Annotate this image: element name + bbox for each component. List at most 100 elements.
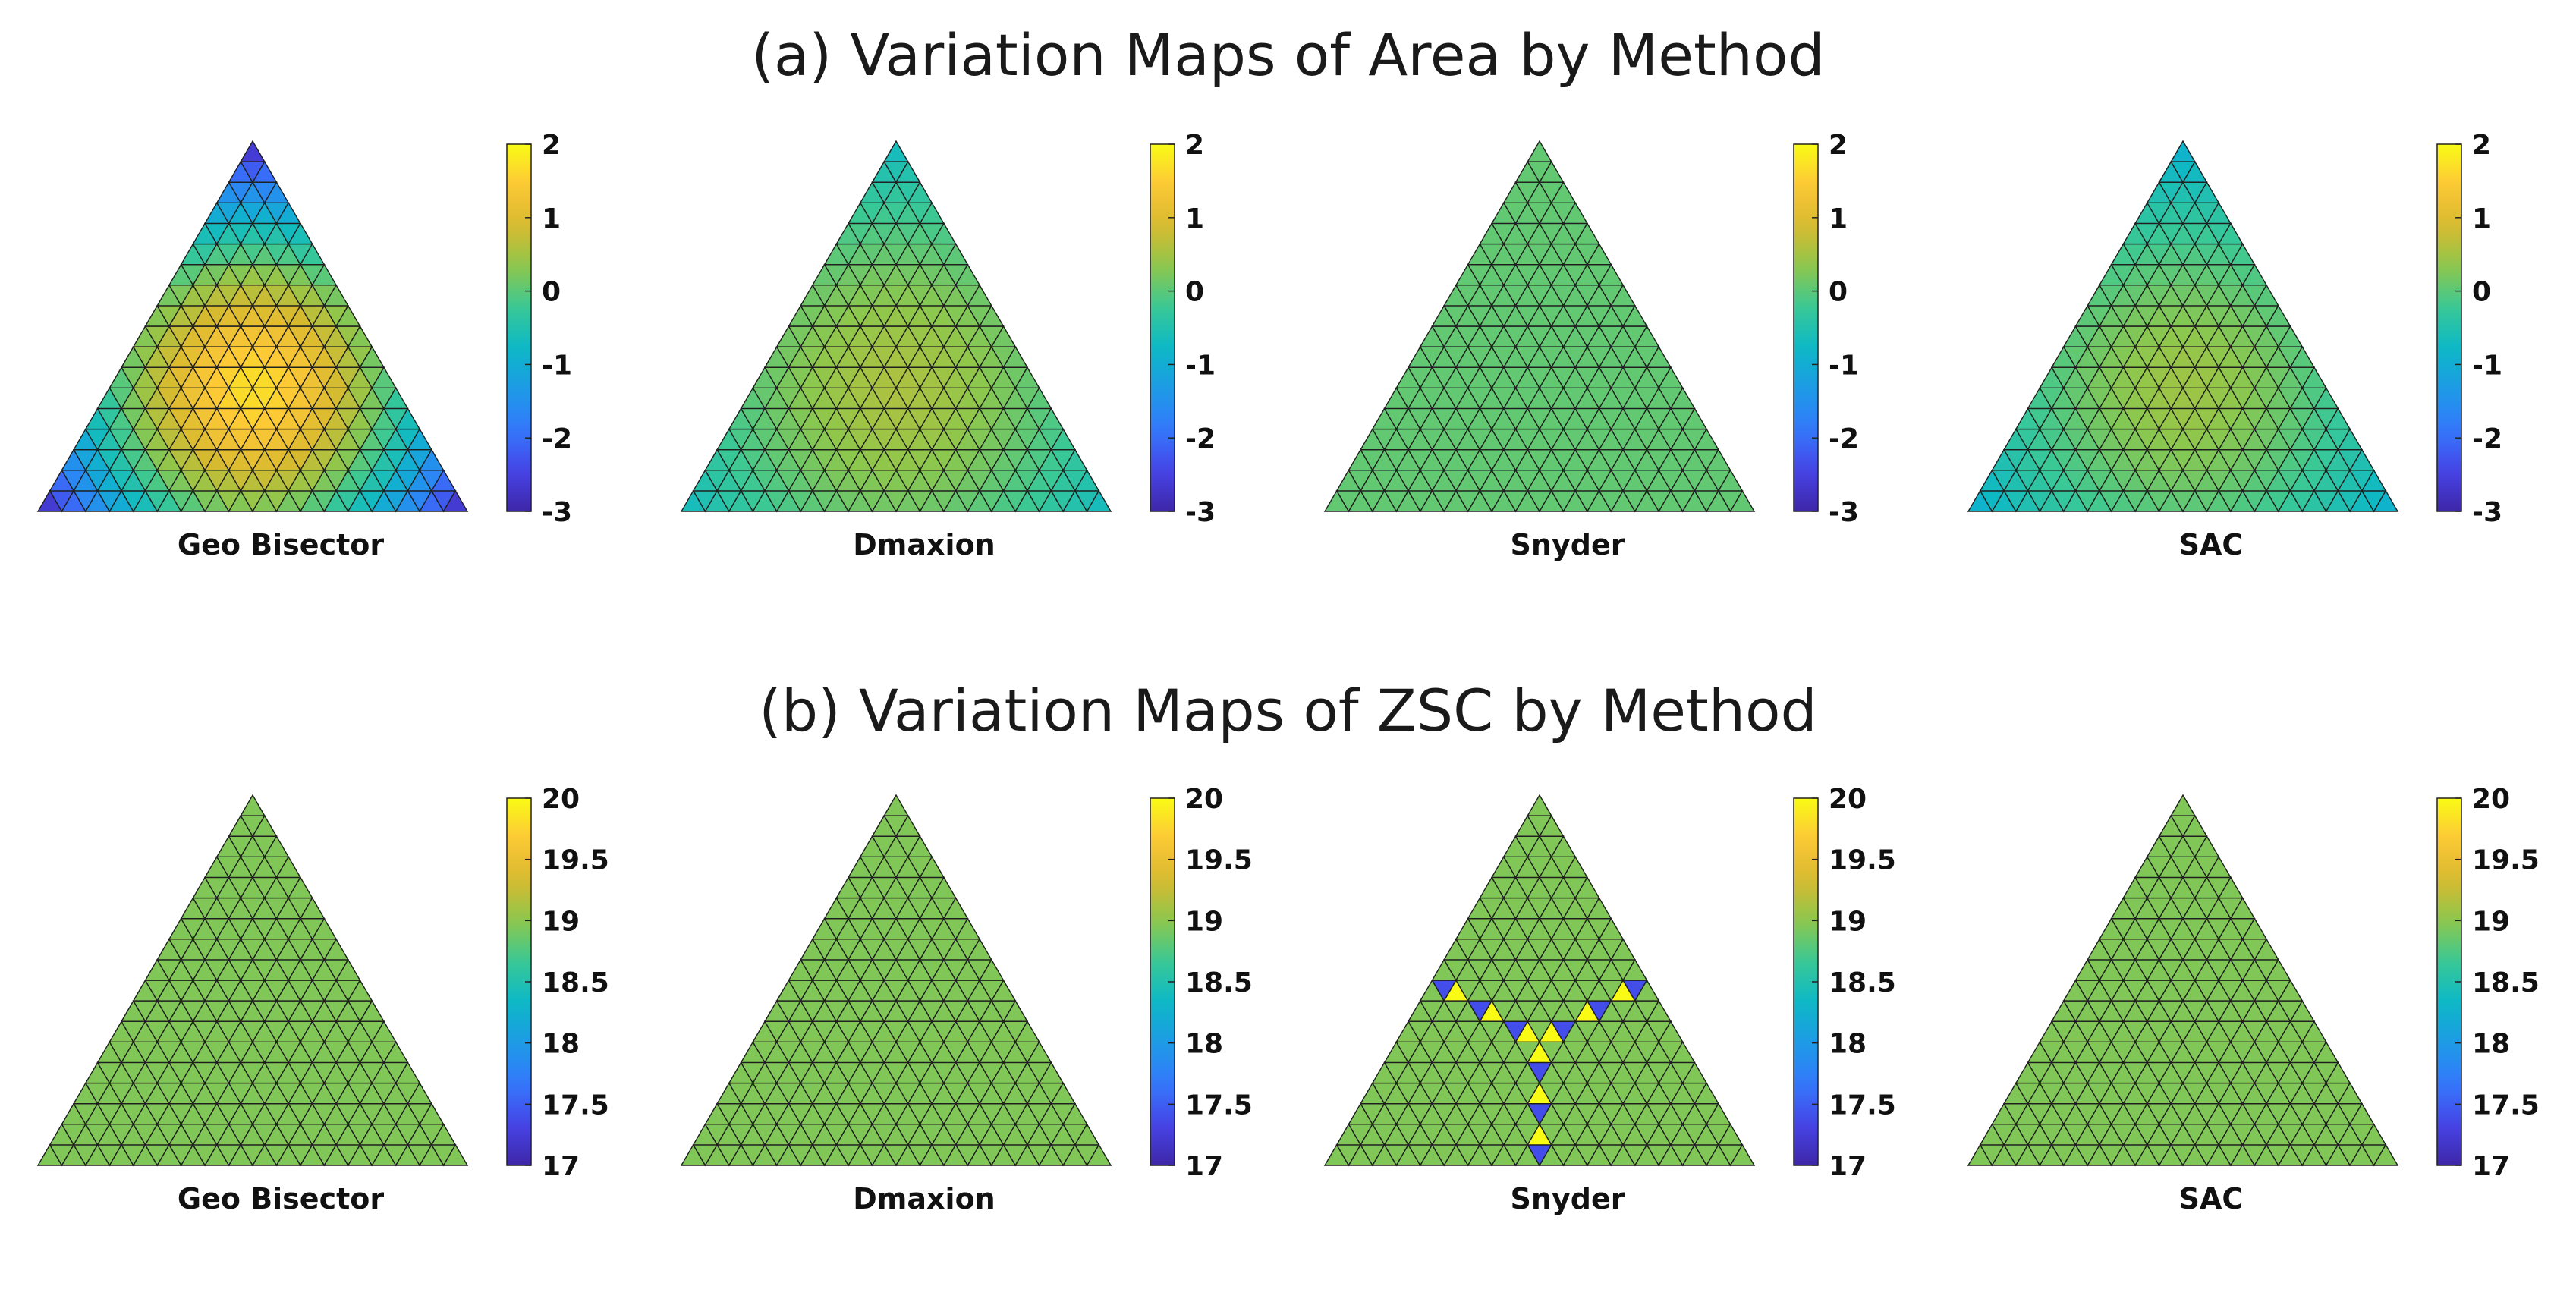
colorbar-tick-label: 19 <box>2472 906 2510 937</box>
cell <box>967 938 992 961</box>
cell <box>2206 201 2232 225</box>
colorbar-tick-label: 20 <box>1185 784 1223 815</box>
colorbar-tick-label: -1 <box>1185 350 1216 381</box>
colorbar-tick-label: 2 <box>1185 130 1204 161</box>
colorbar-tick-label: 1 <box>2472 203 2491 234</box>
colorbar-tick-label: 1 <box>1829 203 1848 234</box>
cell <box>1729 489 1756 512</box>
colorbar <box>1793 143 1819 512</box>
cell <box>1705 1102 1731 1125</box>
cell <box>2241 917 2268 940</box>
cell <box>2361 1123 2387 1146</box>
cell <box>442 1143 469 1166</box>
cell <box>1086 489 1112 512</box>
cell <box>395 407 421 430</box>
cell <box>347 325 373 347</box>
cell <box>1658 366 1684 389</box>
colorbar-tick-label: 0 <box>1829 277 1848 308</box>
cell <box>311 917 338 940</box>
cell <box>883 140 909 162</box>
heatmap-cells <box>1967 140 2399 513</box>
colorbar-tick-label: -1 <box>1829 350 1859 381</box>
cell <box>359 999 385 1022</box>
cell <box>2348 1102 2375 1125</box>
cell <box>2181 814 2208 837</box>
cell <box>395 1061 421 1084</box>
cell <box>1634 325 1660 347</box>
colorbar-tick-label: 17 <box>2472 1151 2510 1182</box>
method-label: Dmaxion <box>853 528 995 561</box>
colorbar-tick-label: 19 <box>1829 906 1867 937</box>
cell <box>2254 284 2279 307</box>
panel-zsc-sac: 20 19.5 19 18.5 18 17.5 17 SAC <box>1945 784 2576 1305</box>
cell <box>335 304 361 327</box>
cell <box>978 304 1005 327</box>
cell <box>955 917 981 940</box>
colorbar-tick-label: -3 <box>2472 497 2502 528</box>
cell <box>323 938 349 961</box>
cell <box>2277 979 2304 1002</box>
cell <box>287 222 313 245</box>
cell <box>967 284 992 307</box>
cell <box>1621 304 1648 327</box>
cell <box>1669 386 1696 410</box>
cell <box>2181 160 2208 183</box>
cell <box>407 1082 433 1105</box>
colorbar-tick-label: 0 <box>1185 277 1204 308</box>
colorbar-tick-label: 19.5 <box>1185 845 1253 876</box>
cell <box>1050 1082 1077 1105</box>
heatmap-cells <box>36 794 469 1167</box>
colorbar-tick-label: 20 <box>2472 784 2510 815</box>
colorbar-tick-label: 18.5 <box>1185 967 1253 998</box>
cell <box>2301 1020 2327 1043</box>
cell <box>371 1020 397 1043</box>
method-label: Geo Bisector <box>177 528 385 561</box>
colorbar-tick-label: 0 <box>2472 277 2491 308</box>
colorbar-tick-label: -1 <box>2472 350 2502 381</box>
cell <box>2361 469 2387 492</box>
cell <box>942 897 969 920</box>
cell <box>2348 448 2375 471</box>
colorbar-tick-label: 18 <box>1829 1029 1867 1060</box>
colorbar-tick-label: 18 <box>2472 1029 2510 1060</box>
cell <box>418 1102 445 1125</box>
colorbar-tick-label: -3 <box>1185 497 1216 528</box>
cell <box>2241 263 2268 286</box>
cell <box>2301 366 2327 389</box>
cell <box>1658 1020 1684 1043</box>
cell <box>299 243 326 266</box>
triangle-heatmap: 2 1 0 -1 -2 -3 <box>36 130 572 528</box>
panel-area-dmaxion: 2 1 0 -1 -2 -3 Dmaxion <box>659 130 1302 651</box>
cell <box>1694 1082 1720 1105</box>
panel-zsc-dmaxion: 20 19.5 19 18.5 18 17.5 17 Dmaxion <box>659 784 1302 1305</box>
colorbar-tick-label: 1 <box>1185 203 1204 234</box>
cell <box>2373 1143 2399 1166</box>
cell <box>1538 814 1565 837</box>
cell <box>883 794 909 816</box>
cell <box>990 979 1017 1002</box>
cell <box>1527 140 1552 162</box>
cell <box>287 876 313 899</box>
colorbar-tick-label: -2 <box>542 423 572 454</box>
cell <box>2265 304 2291 327</box>
colorbar <box>506 143 532 512</box>
colorbar-tick-label: 17 <box>1829 1151 1867 1182</box>
method-label: Dmaxion <box>853 1182 995 1215</box>
triangle-heatmap: 20 19.5 19 18.5 18 17.5 17 <box>36 784 609 1182</box>
colorbar-tick-label: -3 <box>1829 497 1859 528</box>
cell <box>990 325 1017 347</box>
cell <box>1074 1123 1100 1146</box>
heatmap-cells <box>1323 794 1756 1167</box>
cell <box>1586 243 1612 266</box>
cell <box>907 181 933 204</box>
colorbar-tick-label: -1 <box>542 350 572 381</box>
colorbar-tick-label: 19.5 <box>2472 845 2540 876</box>
cell <box>2206 855 2232 879</box>
panel-area-snyder: 2 1 0 -1 -2 -3 Snyder <box>1302 130 1945 651</box>
cell <box>382 386 409 410</box>
cell <box>299 897 326 920</box>
colorbar-tick-label: 20 <box>1829 784 1867 815</box>
cell <box>942 243 969 266</box>
cell <box>2254 938 2279 961</box>
colorbar-tick-label: 2 <box>1829 130 1848 161</box>
